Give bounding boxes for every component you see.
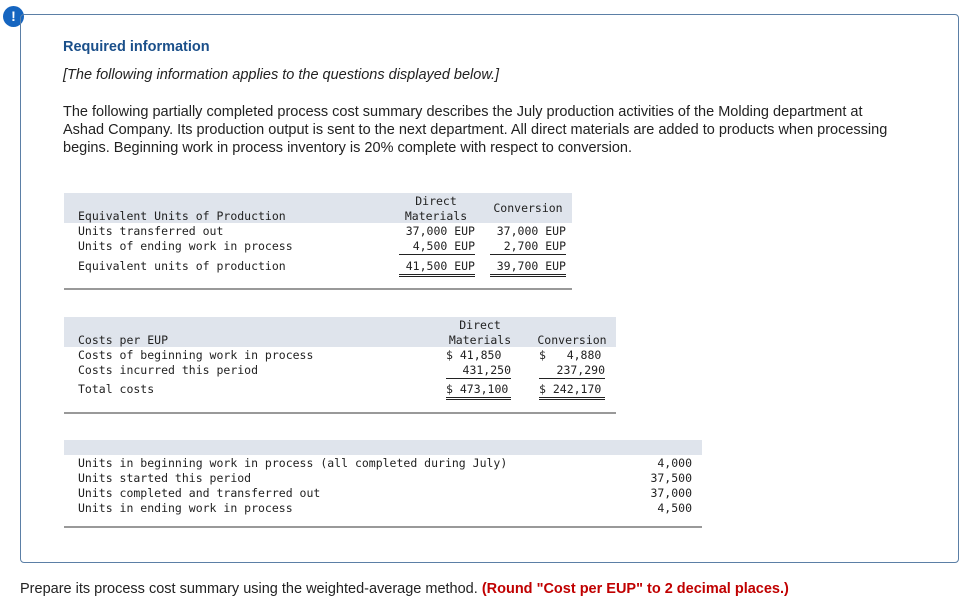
row-label: Units started this period — [78, 471, 252, 485]
row-label: Units in beginning work in process (all … — [78, 456, 508, 470]
frame — [20, 14, 959, 563]
cell: 4,500 — [657, 501, 692, 515]
col-header: Materials — [448, 333, 512, 347]
cell: 237,290 — [539, 363, 605, 379]
footer: Prepare its process cost summary using t… — [20, 581, 789, 597]
cell: 4,000 — [657, 456, 692, 470]
row-label: Units of ending work in process — [78, 239, 293, 253]
cell: $ 473,100 — [446, 382, 511, 400]
footer-text: Prepare its process cost summary using t… — [20, 581, 478, 597]
row-label: Units in ending work in process — [78, 501, 293, 515]
cell: $ 242,170 — [539, 382, 605, 400]
col-header: Conversion — [493, 201, 563, 215]
table-rule — [64, 526, 702, 528]
cell: 431,250 — [446, 363, 511, 379]
footer-emphasis: (Round "Cost per EUP" to 2 decimal place… — [481, 581, 789, 597]
table-title: Costs per EUP — [78, 333, 169, 347]
table-header — [64, 440, 702, 455]
intro: The following partially completed proces… — [63, 104, 888, 156]
cell: 37,000 EUP — [496, 224, 566, 238]
col-header: Materials — [404, 209, 468, 223]
col-header: Conversion — [537, 333, 607, 347]
table-rule — [64, 288, 572, 290]
note: [The following information applies to th… — [63, 67, 500, 83]
table-header — [64, 193, 572, 223]
cell: 39,700 EUP — [490, 259, 566, 277]
row-label: Costs of beginning work in process — [78, 348, 314, 362]
cell: $ 41,850 — [446, 348, 502, 362]
cell: 2,700 EUP — [490, 239, 566, 255]
cell: $ 4,880 — [539, 348, 602, 362]
row-label: Units completed and transferred out — [78, 486, 321, 500]
row-label: Equivalent units of production — [78, 259, 286, 273]
icon: ! — [3, 6, 24, 27]
cell: 37,500 — [650, 471, 692, 485]
cell: 4,500 EUP — [399, 239, 475, 255]
table-title: Equivalent Units of Production — [78, 209, 286, 223]
row-label: Units transferred out — [78, 224, 224, 238]
col-header: Direct — [459, 318, 501, 332]
cell: 37,000 — [650, 486, 692, 500]
table-header — [64, 317, 616, 347]
col-header: Direct — [415, 194, 457, 208]
row-label: Total costs — [78, 382, 155, 396]
cell: 41,500 EUP — [399, 259, 475, 277]
title: Required information — [63, 39, 210, 55]
table-rule — [64, 412, 616, 414]
row-label: Costs incurred this period — [78, 363, 259, 377]
cell: 37,000 EUP — [405, 224, 475, 238]
